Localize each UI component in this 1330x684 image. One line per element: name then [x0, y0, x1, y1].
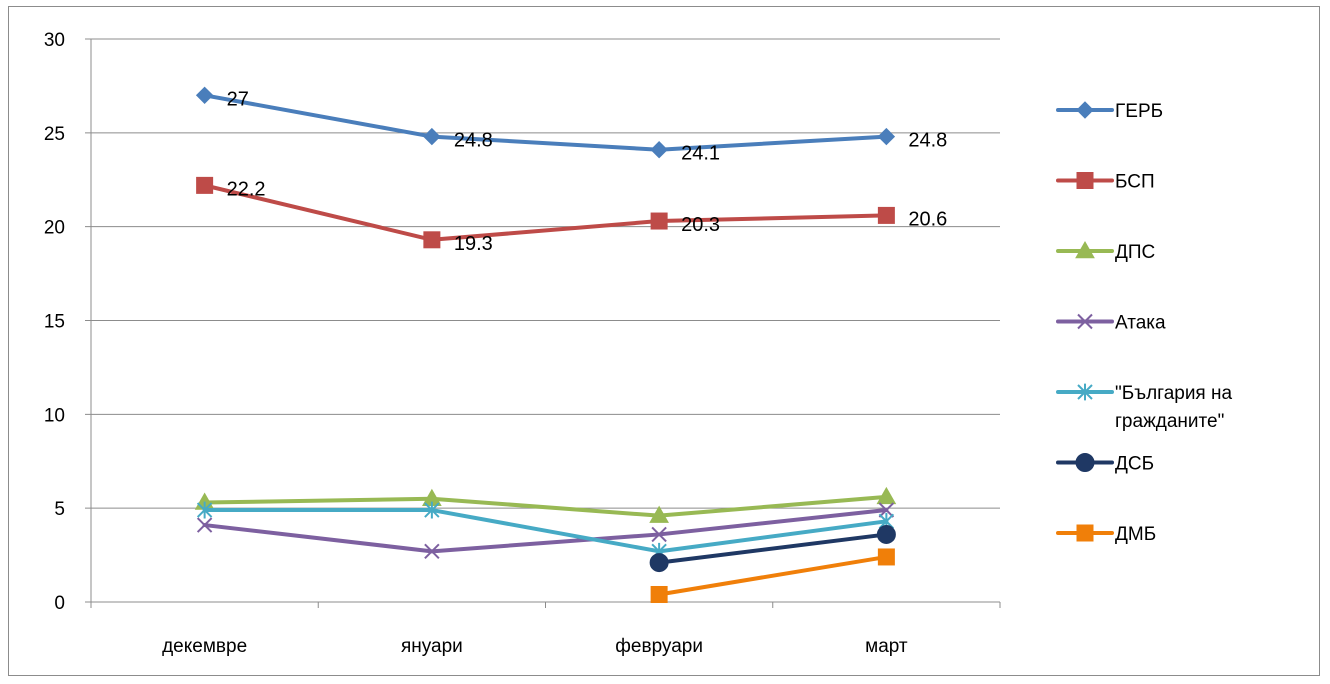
data-point: [877, 548, 895, 566]
legend-label: ДПС: [1115, 242, 1155, 263]
data-point: [877, 127, 896, 146]
legend-label: гражданите": [1115, 411, 1224, 432]
legend-label: БСП: [1115, 172, 1155, 193]
data-labels: 27 24.8 24.1 24.8 22.2 19.3 20.3 20.6: [227, 88, 948, 255]
series-line: [202, 494, 889, 518]
data-point: [649, 553, 669, 573]
y-tick-label: 0: [54, 593, 65, 614]
data-point: [877, 206, 895, 224]
series-line: [202, 93, 889, 152]
data-label: 27: [227, 88, 249, 110]
data-label: 24.8: [454, 130, 493, 152]
y-tick-label: 10: [44, 405, 65, 426]
data-label: 24.1: [681, 143, 720, 165]
series-line: [657, 554, 889, 597]
series-line: [657, 532, 889, 565]
legend-marker: [1077, 383, 1093, 401]
data-point: [876, 524, 896, 544]
legend-label: "България на: [1115, 383, 1232, 404]
legend-marker: [1076, 172, 1094, 189]
data-point: [876, 486, 897, 505]
data-point: [649, 505, 669, 523]
y-tick-label: 20: [44, 218, 65, 239]
x-tick-label: декемвре: [162, 636, 247, 657]
legend-label: ДСБ: [1115, 454, 1154, 475]
data-point: [650, 212, 668, 230]
legend: ГЕРБ БСП ДПС Атака "България на гражданите" ДС…: [1056, 101, 1232, 545]
legend-label: ДМБ: [1115, 524, 1156, 545]
data-point: [651, 526, 667, 543]
legend-marker: [1076, 524, 1094, 542]
x-axis-ticks: декемвре януари февруари март: [162, 636, 908, 657]
data-label: 20.3: [681, 214, 720, 236]
x-tick-label: март: [865, 636, 908, 657]
data-point: [650, 585, 668, 603]
series-line: [202, 183, 889, 242]
legend-label: ГЕРБ: [1115, 101, 1163, 122]
axes: [90, 39, 1001, 608]
data-point: [196, 517, 213, 533]
data-point: [424, 501, 440, 519]
series-group: [194, 86, 897, 603]
data-label: 24.8: [908, 130, 947, 152]
data-label: 19.3: [454, 233, 493, 255]
y-tick-label: 25: [44, 124, 65, 145]
y-axis-ticks: 0 5 10 15 20 25 30: [44, 30, 65, 614]
legend-label: Атака: [1115, 313, 1166, 334]
series-line: [202, 508, 889, 554]
data-point: [424, 543, 440, 560]
legend-marker: [1075, 240, 1095, 259]
y-tick-label: 15: [44, 312, 65, 333]
legend-marker: [1077, 313, 1093, 330]
y-tick-label: 30: [44, 30, 65, 51]
legend-marker: [1075, 453, 1095, 472]
data-point: [195, 86, 214, 105]
data-point: [196, 176, 214, 194]
x-tick-label: януари: [401, 636, 463, 657]
grid-lines: [85, 38, 1000, 603]
y-tick-label: 5: [54, 499, 65, 520]
legend-marker: [1076, 101, 1094, 119]
series-line: [202, 508, 889, 554]
data-point: [423, 127, 441, 146]
data-point: [878, 502, 895, 518]
data-point: [196, 501, 213, 519]
data-point: [650, 141, 668, 159]
data-point: [423, 231, 441, 249]
x-tick-label: февруари: [615, 636, 703, 657]
data-label: 20.6: [908, 208, 947, 230]
data-label: 22.2: [227, 178, 266, 200]
